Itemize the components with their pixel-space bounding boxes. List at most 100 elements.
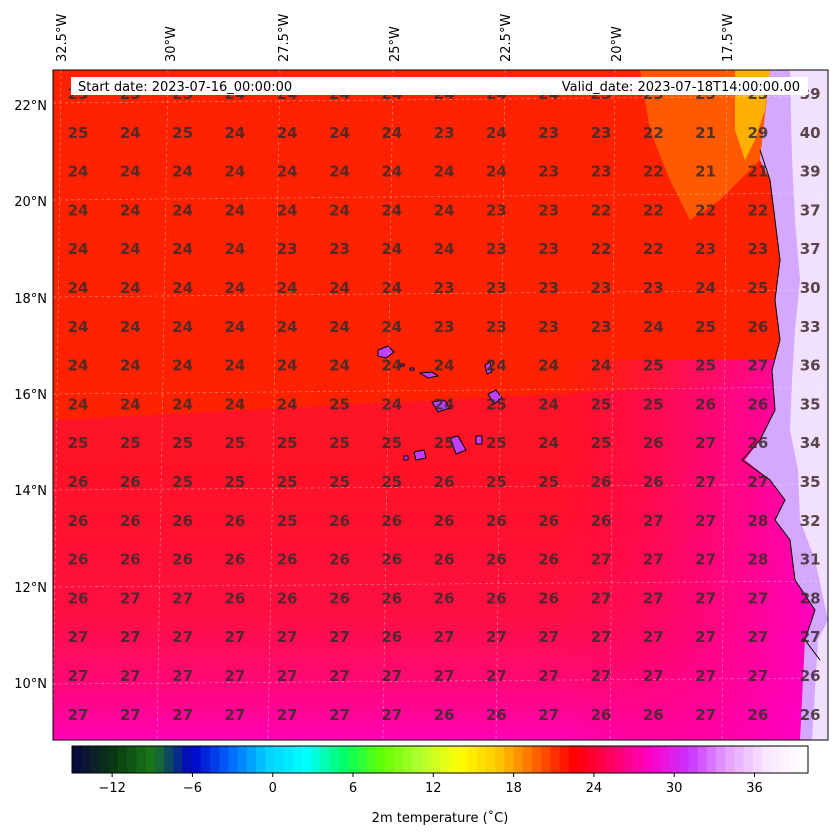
grid-value: 31 — [800, 551, 821, 569]
grid-value: 27 — [486, 667, 507, 685]
grid-value: 27 — [68, 706, 89, 724]
grid-value: 27 — [120, 706, 141, 724]
grid-value: 27 — [695, 667, 716, 685]
grid-value: 24 — [120, 279, 141, 297]
grid-value: 24 — [172, 279, 193, 297]
colorbar-swatch — [412, 746, 423, 773]
colorbar-tick-label: 30 — [666, 781, 683, 796]
coastline — [741, 149, 821, 661]
grid-value: 26 — [172, 512, 193, 530]
grid-value: 24 — [329, 357, 350, 375]
colorbar-swatch — [173, 746, 183, 773]
grid-value: 25 — [68, 124, 89, 142]
grid-value: 24 — [224, 201, 245, 219]
grid-value: 22 — [643, 124, 664, 142]
colorbar-swatch — [228, 746, 239, 773]
valid-date-text: Valid_date: 2023-07-18T14:00:00.00 — [562, 80, 800, 95]
colorbar-swatch — [532, 746, 542, 773]
grid-value: 27 — [643, 667, 664, 685]
colorbar: −12 −6 0 6 12 18 24 30 36 2m temperature (˚C) — [71, 745, 809, 826]
colorbar-swatch — [366, 746, 377, 773]
grid-value: 26 — [800, 667, 821, 685]
grid-value: 27 — [120, 589, 141, 607]
grid-value: 24 — [277, 279, 298, 297]
grid-value: 27 — [329, 706, 350, 724]
grid-value: 26 — [277, 551, 298, 569]
colorbar-swatch — [771, 746, 781, 773]
grid-value: 27 — [172, 667, 193, 685]
colorbar-swatch — [136, 746, 147, 773]
grid-value: 25 — [381, 434, 402, 452]
grid-value: 24 — [381, 318, 402, 336]
grid-value: 25 — [172, 124, 193, 142]
colorbar-swatch — [246, 746, 257, 773]
grid-value: 24 — [381, 124, 402, 142]
grid-value: 27 — [434, 628, 455, 646]
grid-value: 25 — [434, 434, 455, 452]
grid-value: 26 — [120, 473, 141, 491]
colorbar-swatch — [587, 746, 597, 773]
colorbar-tick-label: −6 — [183, 781, 202, 796]
latitude-label: 22°N — [14, 99, 47, 114]
grid-value: 23 — [538, 124, 559, 142]
grid-value: 23 — [277, 240, 298, 258]
grid-value: 24 — [172, 240, 193, 258]
grid-value: 27 — [591, 667, 612, 685]
grid-value: 24 — [277, 395, 298, 413]
grid-value: 28 — [747, 512, 768, 530]
grid-value: 24 — [538, 434, 559, 452]
grid-value: 35 — [800, 473, 821, 491]
colorbar-swatch — [283, 746, 294, 773]
grid-value: 26 — [747, 318, 768, 336]
grid-value: 25 — [224, 473, 245, 491]
grid-value: 26 — [800, 706, 821, 724]
colorbar-swatch — [706, 746, 717, 773]
grid-value: 27 — [224, 706, 245, 724]
grid-value: 24 — [172, 318, 193, 336]
start-date-text: Start date: 2023-07-16_00:00:00 — [78, 80, 292, 95]
grid-value: 24 — [381, 240, 402, 258]
colorbar-swatch — [200, 746, 211, 773]
colorbar-tick-label: 18 — [505, 781, 522, 796]
grid-value: 27 — [695, 512, 716, 530]
grid-value: 24 — [381, 163, 402, 181]
colorbar-swatch — [329, 746, 340, 773]
colorbar-swatch — [513, 746, 524, 773]
colorbar-swatch — [302, 746, 312, 773]
grid-value: 26 — [538, 551, 559, 569]
temperature-value-grid: 25 25 25 24 24 24 24 24 24 24 25 23 23 23 39 25 24 25 24 24… — [68, 85, 821, 724]
grid-value: 26 — [486, 706, 507, 724]
grid-value: 21 — [747, 163, 768, 181]
colorbar-swatch — [596, 746, 607, 773]
grid-value: 26 — [68, 512, 89, 530]
grid-value: 23 — [747, 240, 768, 258]
grid-value: 27 — [643, 589, 664, 607]
grid-value: 27 — [747, 589, 768, 607]
grid-value: 23 — [591, 279, 612, 297]
grid-value: 24 — [68, 318, 89, 336]
colorbar-tick-label: 36 — [746, 781, 763, 796]
grid-value: 26 — [434, 473, 455, 491]
longitude-label: 27.5°W — [277, 14, 292, 62]
colorbar-swatch — [651, 746, 662, 773]
grid-value: 26 — [381, 512, 402, 530]
grid-value: 27 — [172, 628, 193, 646]
grid-value: 25 — [591, 434, 612, 452]
colorbar-swatch — [624, 746, 634, 773]
grid-value: 27 — [277, 628, 298, 646]
grid-value: 26 — [277, 589, 298, 607]
grid-value: 24 — [68, 395, 89, 413]
grid-value: 37 — [800, 240, 821, 258]
grid-value: 26 — [224, 512, 245, 530]
grid-value: 33 — [800, 318, 821, 336]
grid-value: 26 — [329, 551, 350, 569]
colorbar-swatch — [449, 746, 459, 773]
grid-value: 23 — [434, 318, 455, 336]
grid-value: 27 — [381, 706, 402, 724]
colorbar-swatch — [762, 746, 772, 773]
colorbar-swatch — [670, 746, 680, 773]
grid-value: 24 — [329, 279, 350, 297]
grid-value: 24 — [486, 163, 507, 181]
colorbar-swatch — [440, 746, 450, 773]
latitude-label: 10°N — [14, 677, 47, 692]
